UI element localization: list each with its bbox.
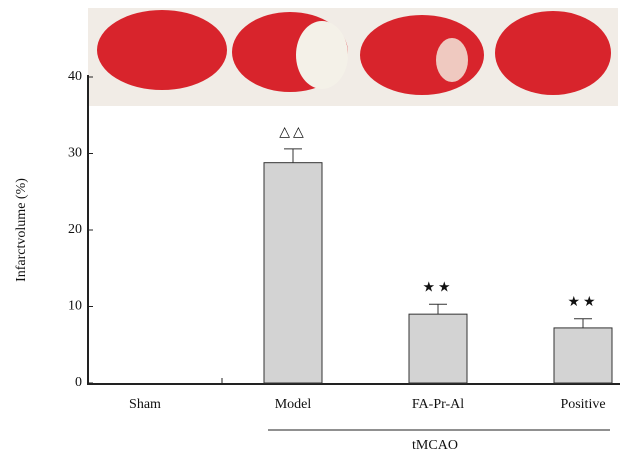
brain-images <box>88 8 618 106</box>
x-tick-label: Positive <box>560 397 605 412</box>
bar <box>553 327 613 384</box>
significance-marker: ★★ <box>567 295 598 310</box>
y-tick-label: 10 <box>68 299 82 314</box>
y-tick-label: 30 <box>68 146 82 161</box>
x-tick-label: Sham <box>129 397 161 412</box>
y-tick-label: 40 <box>68 69 82 84</box>
bar <box>263 162 323 384</box>
bar <box>408 313 468 384</box>
y-tick-label: 0 <box>75 375 82 390</box>
y-tick-label: 20 <box>68 222 82 237</box>
group-label: tMCAO <box>412 438 458 453</box>
significance-marker: ★★ <box>422 280 453 295</box>
x-tick-label: FA-Pr-Al <box>412 397 464 412</box>
significance-marker: △△ <box>279 125 307 140</box>
infarct-area <box>436 38 468 82</box>
brain-slice <box>495 11 611 95</box>
brain-slice <box>97 10 227 90</box>
y-axis-label: Infarctvolume (%) <box>14 178 29 282</box>
infarct-area <box>296 21 348 89</box>
x-tick-label: Model <box>275 397 312 412</box>
